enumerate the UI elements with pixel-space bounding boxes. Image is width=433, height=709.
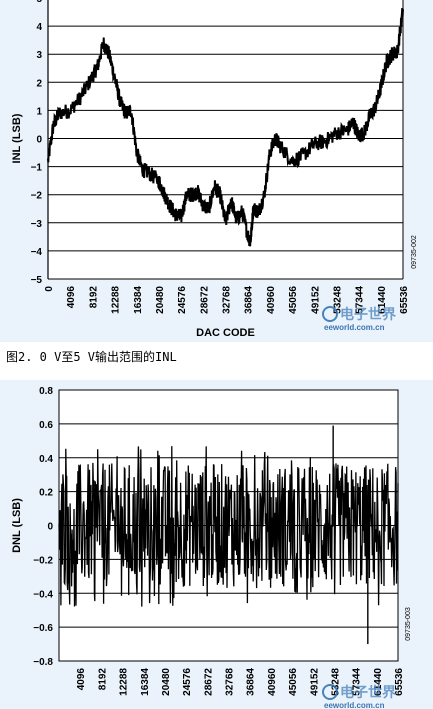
y-tick-label: −4 (31, 247, 43, 258)
x-tick-label: 65536 (394, 668, 405, 696)
watermark-url: eeworld.com.cn (324, 323, 385, 332)
watermark-brand: 电子世界 (340, 684, 397, 700)
x-tick-label: 4096 (66, 286, 77, 309)
y-tick-label: 3 (36, 50, 42, 61)
x-tick-label: 57344 (352, 668, 363, 696)
x-axis-label: DAC CODE (196, 327, 255, 339)
x-tick-label: 61440 (373, 668, 384, 696)
dnl-chart: −0.8 −0.6 −0.4 −0.2 0 0.2 0.4 0.6 0.8 4096 8192 122… (0, 380, 433, 709)
figure-id: 09735-002 (411, 235, 418, 269)
y-tick-label: 0.2 (39, 488, 53, 499)
x-tick-label: 49152 (310, 286, 321, 314)
x-tick-label: 40960 (267, 668, 278, 696)
x-tick-label: 32768 (225, 668, 236, 696)
y-tick-label: 0.8 (39, 386, 53, 397)
x-tick-label: 8192 (97, 668, 108, 691)
x-tick-label: 53248 (332, 286, 343, 314)
y-tick-label: 0.6 (39, 420, 53, 431)
y-tick-label: −0.4 (33, 589, 53, 600)
x-tick-label: 57344 (355, 286, 366, 314)
y-tick-label: −3 (31, 219, 43, 230)
y-tick-label: −2 (31, 191, 43, 202)
y-tick-label: −5 (31, 275, 43, 286)
x-tick-label: 12288 (111, 286, 122, 314)
y-axis-label: DNL (LSB) (11, 498, 23, 553)
inl-chart-svg: −5 −4 −3 −2 −1 0 1 2 3 4 5 0 4096 8192 12288 16384 20480… (11, 0, 418, 339)
y-tick-label: −1 (31, 163, 43, 174)
y-tick-label: 0 (47, 522, 53, 533)
x-tick-label: 16384 (133, 286, 144, 314)
watermark-logo-icon (322, 684, 338, 700)
y-tick-label: −0.2 (33, 555, 53, 566)
x-tick-label: 16384 (140, 668, 151, 696)
x-tick-label: 36864 (244, 286, 255, 314)
x-tick-label: 24576 (177, 286, 188, 314)
y-tick-label: 0 (36, 135, 42, 146)
y-tick-label: −0.8 (33, 657, 53, 668)
x-tick-label: 36864 (246, 668, 257, 696)
y-tick-label: 4 (36, 22, 42, 33)
watermark-brand: 电子世界 (340, 306, 397, 322)
y-tick-label: 1 (36, 106, 42, 117)
x-tick-label: 20480 (155, 286, 166, 314)
watermark-url: eeworld.com.cn (324, 701, 385, 709)
x-tick-label: 45056 (288, 286, 299, 314)
x-tick-label: 45056 (288, 668, 299, 696)
y-axis-label: INL (LSB) (11, 113, 23, 163)
x-tick-label: 12288 (119, 668, 130, 696)
x-tick-label: 24576 (182, 668, 193, 696)
y-tick-label: −0.6 (33, 623, 53, 634)
x-tick-label: 0 (44, 286, 55, 292)
dnl-series-line (58, 446, 399, 607)
y-tick-label: 0.4 (39, 454, 53, 465)
figure-caption: 图2. 0 V至5 V输出范围的INL (6, 350, 177, 364)
x-tick-label: 8192 (88, 286, 99, 309)
y-tick-label: 2 (36, 78, 42, 89)
x-tick-label: 49152 (309, 668, 320, 696)
x-tick-label: 32768 (222, 286, 233, 314)
x-tick-label: 40960 (266, 286, 277, 314)
x-tick-label: 65536 (399, 286, 410, 314)
watermark-logo-icon (322, 306, 338, 322)
inl-chart: −5 −4 −3 −2 −1 0 1 2 3 4 5 0 4096 8192 12288 16384 20480… (0, 0, 433, 342)
y-tick-label: 5 (36, 0, 42, 5)
x-tick-label: 28672 (203, 668, 214, 696)
plot-area (48, 0, 403, 279)
inl-series-line (47, 8, 404, 247)
x-tick-label: 28672 (199, 286, 210, 314)
dnl-chart-svg: −0.8 −0.6 −0.4 −0.2 0 0.2 0.4 0.6 0.8 4096 8192 122… (11, 386, 412, 709)
x-tick-label: 4096 (76, 668, 87, 691)
x-tick-label: 20480 (161, 668, 172, 696)
x-tick-label: 53248 (330, 668, 341, 696)
figure-id: 09735-003 (405, 607, 412, 641)
x-tick-label: 61440 (377, 286, 388, 314)
